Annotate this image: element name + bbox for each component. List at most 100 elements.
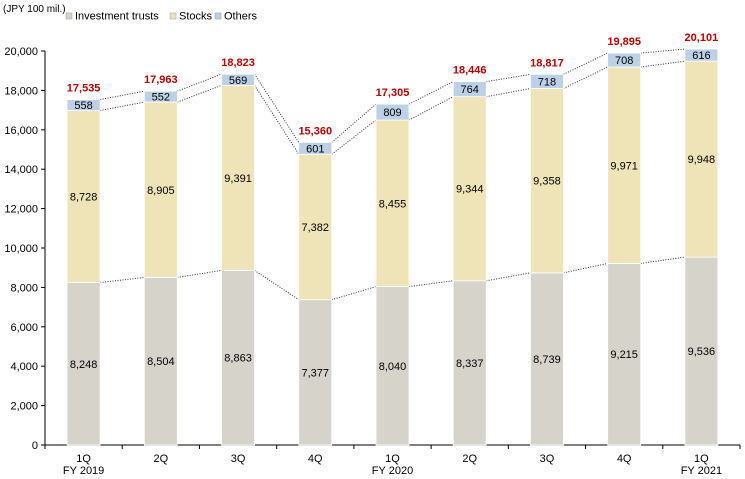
bar-value-label: 9,536 [688,346,716,358]
bar-value-label: 8,040 [379,361,407,373]
connector-line [640,256,685,264]
bar-segment [530,73,564,89]
legend-swatch [214,12,222,20]
total-label: 19,895 [607,36,641,48]
connector-line [640,48,685,54]
bar-segment [66,110,101,283]
connector-line [486,272,531,282]
connector-line [254,269,300,301]
bar-segment [375,119,410,288]
connector-line [177,73,222,92]
bar-value-label: 9,344 [456,184,484,196]
y-axis: 0 2,000 4,000 6,000 8,000 10,000 12,000 14,000 1… [4,46,46,452]
connector-line [563,52,608,75]
total-label: 17,963 [144,74,178,86]
bar-value-label: 552 [152,92,170,104]
x-tick-label: 3Q [540,453,555,465]
bar-value-label: 718 [538,76,556,88]
total-label: 18,446 [453,65,487,77]
y-tick-label: 14,000 [4,164,38,176]
connector-line [177,84,222,103]
connector-line [408,280,454,288]
connector-line [254,73,300,143]
bar-segment [607,66,642,264]
total-label: 18,823 [221,57,255,69]
x-tick-label: 2Q [153,453,168,465]
x-tick-label: 3Q [231,453,246,465]
total-label: 20,101 [685,32,719,44]
y-tick-label: 20,000 [4,46,38,58]
connector-lines [100,48,685,301]
bar-segment [607,263,642,446]
bar-segment [452,96,487,282]
connector-line [100,276,145,284]
connector-line [177,269,222,278]
x-tick-label: 1Q [694,453,709,465]
connector-line [408,81,454,105]
connector-line [100,90,145,101]
bar-value-label: 764 [461,84,479,96]
x-tick-label: 2Q [462,453,477,465]
legend-label: Others [224,11,258,23]
bar-value-label: 708 [615,55,633,67]
bar-segment [298,153,333,301]
connector-line [563,262,608,274]
bar-segment [143,90,178,103]
x-tick-sublabel: FY 2021 [681,465,722,477]
total-label: 15,360 [298,125,332,137]
y-tick-label: 6,000 [10,322,38,334]
bar-value-label: 8,504 [147,356,175,368]
bar-value-label: 9,391 [224,173,252,185]
connector-line [486,87,531,98]
y-tick-label: 18,000 [4,85,38,97]
x-tick-label: 4Q [617,453,632,465]
bar-segment [607,52,642,68]
connector-line [563,66,608,89]
connector-line [100,101,145,112]
total-label: 18,817 [530,57,564,69]
bar-segment [66,99,101,111]
bar-segment [143,101,178,278]
bar-segment [375,103,410,121]
legend-label: Stocks [179,11,213,23]
bar-value-label: 8,455 [379,198,407,210]
bar-segment [452,280,487,446]
value-labels: 8,248 8,728 558 17,535 8,504 8,905 552 17,963 8,… [67,32,718,379]
legend-swatch [169,12,177,20]
connector-line [331,286,377,301]
bar-segment [298,299,333,446]
bar-value-label: 8,248 [70,359,98,371]
x-tick-sublabel: FY 2019 [63,465,104,477]
bar-value-label: 809 [383,107,401,119]
y-tick-label: 0 [32,440,38,452]
bar-value-label: 558 [74,100,92,112]
bar-value-label: 8,905 [147,185,175,197]
bar-value-label: 616 [692,50,710,62]
legend-label: Investment trusts [75,11,159,23]
bar-value-label: 8,728 [70,192,98,204]
connector-line [408,96,454,121]
y-tick-label: 8,000 [10,282,38,294]
legend-swatch [65,12,73,20]
bar-segment [684,60,719,258]
bar-segment [66,282,101,446]
x-tick-sublabel: FY 2020 [372,465,413,477]
unit-label: (JPY 100 mil.) [3,4,66,15]
bar-segment [221,73,255,86]
connector-line [640,60,685,68]
bar-value-label: 8,337 [456,358,484,370]
y-tick-label: 16,000 [4,125,38,137]
bar-value-label: 569 [229,75,247,87]
bar-value-label: 9,971 [610,160,638,172]
bar-value-label: 601 [306,143,324,155]
bar-segment [298,142,333,155]
connector-line [254,85,300,155]
connector-line [331,119,377,155]
connector-line [486,73,531,83]
bar-value-label: 8,863 [224,353,252,365]
y-tick-label: 10,000 [4,243,38,255]
y-tick-label: 2,000 [10,401,38,413]
y-tick-label: 12,000 [4,204,38,216]
